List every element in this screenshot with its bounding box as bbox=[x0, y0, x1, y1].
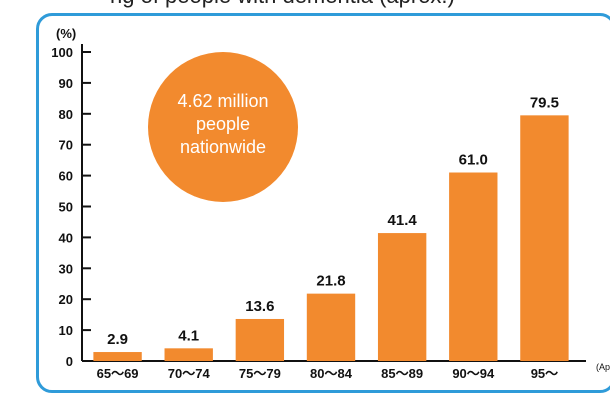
bar bbox=[377, 233, 427, 361]
y-tick-label: 50 bbox=[59, 200, 73, 215]
x-category-label: 75～79 bbox=[239, 366, 281, 381]
x-ticks: 65～69 70～74 75～79 80～84 85～89 90～94 95～ bbox=[97, 366, 559, 381]
bar bbox=[449, 172, 498, 361]
bar-value-label: 41.4 bbox=[388, 212, 418, 229]
bar bbox=[93, 352, 142, 361]
x-category-label: 65～69 bbox=[97, 366, 139, 381]
bar-chart: (%) 0 10 20 30 40 50 60 70 80 90 100 2.9 4.1 13.6 21.… bbox=[51, 26, 610, 381]
bar bbox=[235, 318, 285, 361]
x-axis-suffix: (Ap bbox=[596, 362, 610, 372]
total-bubble: 4.62 million people nationwide bbox=[148, 52, 298, 202]
bubble-line-1: 4.62 million bbox=[177, 91, 268, 111]
x-category-label: 80～84 bbox=[310, 366, 353, 381]
y-tick-label: 40 bbox=[59, 230, 73, 245]
bubble-circle bbox=[148, 52, 298, 202]
bar bbox=[306, 293, 356, 361]
y-tick-label: 10 bbox=[59, 323, 73, 338]
y-tick-label: 0 bbox=[66, 354, 73, 369]
y-unit-label: (%) bbox=[56, 26, 76, 41]
x-category-label: 70～74 bbox=[168, 366, 211, 381]
bubble-line-3: nationwide bbox=[180, 137, 266, 157]
bars: 2.9 4.1 13.6 21.8 41.4 61.0 79.5 bbox=[93, 94, 569, 361]
y-tick-label: 30 bbox=[59, 261, 73, 276]
bar-value-label: 13.6 bbox=[245, 298, 274, 315]
chart-top-title: ng of people with dementia (aprox.) bbox=[110, 0, 590, 9]
x-category-label: 90～94 bbox=[452, 366, 495, 381]
bar-value-label: 61.0 bbox=[459, 152, 488, 169]
y-tick-label: 100 bbox=[51, 45, 73, 60]
bar bbox=[164, 348, 213, 361]
x-category-label: 85～89 bbox=[381, 366, 423, 381]
y-tick-label: 90 bbox=[59, 76, 73, 91]
bar-value-label: 2.9 bbox=[107, 331, 128, 348]
y-tick-label: 70 bbox=[59, 138, 73, 153]
x-category-label: 95～ bbox=[531, 366, 558, 381]
bar-value-label: 4.1 bbox=[178, 327, 199, 344]
bubble-line-2: people bbox=[196, 114, 250, 134]
y-ticks: 0 10 20 30 40 50 60 70 80 90 100 bbox=[51, 45, 91, 369]
y-tick-label: 80 bbox=[59, 107, 73, 122]
bar-value-label: 79.5 bbox=[530, 94, 559, 111]
y-tick-label: 60 bbox=[59, 169, 73, 184]
y-tick-label: 20 bbox=[59, 292, 73, 307]
bar bbox=[520, 115, 569, 361]
bar-value-label: 21.8 bbox=[316, 273, 345, 290]
